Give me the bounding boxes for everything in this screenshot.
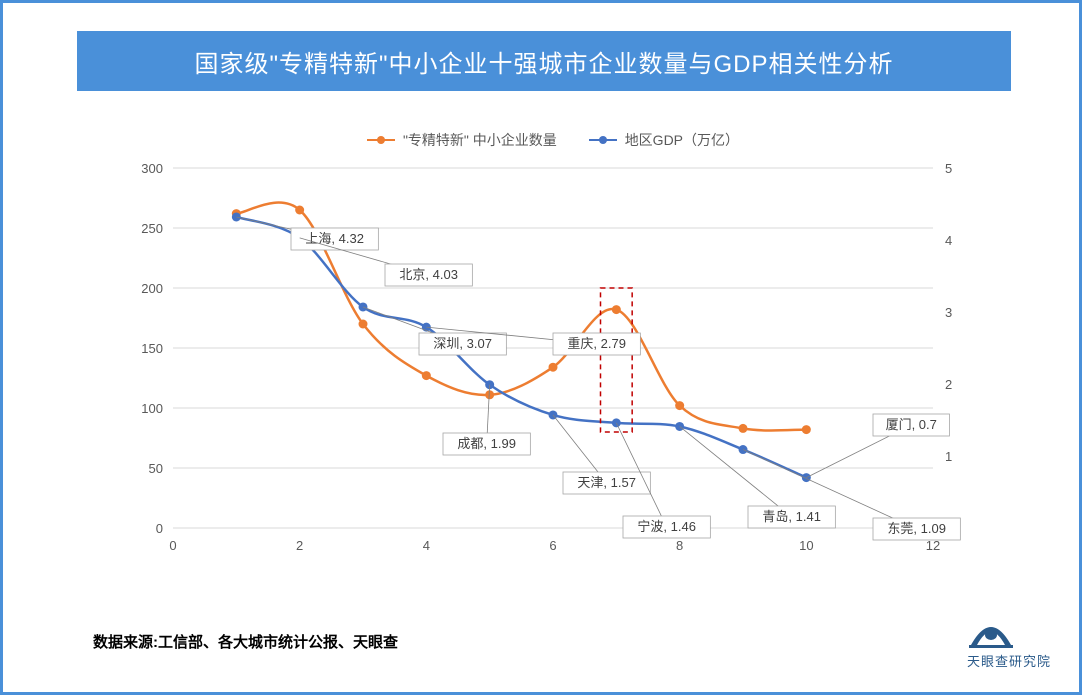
legend: "专精特新" 中小企业数量 地区GDP（万亿）: [113, 128, 993, 150]
svg-text:50: 50: [149, 461, 163, 476]
legend-swatch-2: [589, 139, 617, 141]
data-label: 厦门, 0.7: [886, 417, 937, 432]
legend-item-series2: 地区GDP（万亿）: [589, 130, 739, 150]
svg-text:0: 0: [169, 538, 176, 553]
data-label: 东莞, 1.09: [887, 521, 946, 536]
leader-line: [680, 426, 792, 517]
logo-text: 天眼查研究院: [967, 651, 1051, 670]
svg-text:3: 3: [945, 305, 952, 320]
svg-text:10: 10: [799, 538, 813, 553]
data-point: [739, 424, 748, 433]
svg-text:300: 300: [141, 161, 163, 176]
logo-icon: [967, 615, 1015, 649]
data-point: [549, 363, 558, 372]
legend-label-1: "专精特新" 中小企业数量: [403, 130, 557, 150]
data-label: 上海, 4.32: [305, 231, 364, 246]
data-source: 数据来源:工信部、各大城市统计公报、天眼查: [93, 631, 398, 652]
data-point: [675, 401, 684, 410]
chart-container: "专精特新" 中小企业数量 地区GDP（万亿） 0501001502002503…: [113, 128, 993, 568]
brand-logo: 天眼查研究院: [967, 615, 1051, 670]
chart-title: 国家级"专精特新"中小企业十强城市企业数量与GDP相关性分析: [77, 31, 1011, 91]
data-point: [295, 206, 304, 215]
legend-label-2: 地区GDP（万亿）: [625, 130, 739, 150]
data-label: 北京, 4.03: [399, 267, 458, 282]
svg-text:150: 150: [141, 341, 163, 356]
svg-text:1: 1: [945, 449, 952, 464]
data-point: [802, 425, 811, 434]
data-label: 青岛, 1.41: [762, 509, 821, 524]
data-label: 成都, 1.99: [457, 436, 516, 451]
svg-text:2: 2: [296, 538, 303, 553]
data-point: [422, 371, 431, 380]
data-point: [612, 305, 621, 314]
chart-frame: 国家级"专精特新"中小企业十强城市企业数量与GDP相关性分析 "专精特新" 中小…: [0, 0, 1082, 695]
data-label: 重庆, 2.79: [567, 336, 626, 351]
svg-text:4: 4: [945, 233, 952, 248]
svg-text:4: 4: [423, 538, 430, 553]
data-label: 宁波, 1.46: [637, 519, 696, 534]
data-point: [359, 320, 368, 329]
legend-item-series1: "专精特新" 中小企业数量: [367, 130, 557, 150]
chart-svg: 050100150200250300012345024681012上海, 4.3…: [113, 128, 993, 568]
svg-text:100: 100: [141, 401, 163, 416]
data-label: 天津, 1.57: [577, 475, 636, 490]
svg-text:8: 8: [676, 538, 683, 553]
svg-text:5: 5: [945, 161, 952, 176]
svg-text:250: 250: [141, 221, 163, 236]
data-label: 深圳, 3.07: [433, 336, 492, 351]
legend-swatch-1: [367, 139, 395, 141]
svg-text:2: 2: [945, 377, 952, 392]
svg-text:0: 0: [156, 521, 163, 536]
svg-text:6: 6: [549, 538, 556, 553]
svg-text:200: 200: [141, 281, 163, 296]
